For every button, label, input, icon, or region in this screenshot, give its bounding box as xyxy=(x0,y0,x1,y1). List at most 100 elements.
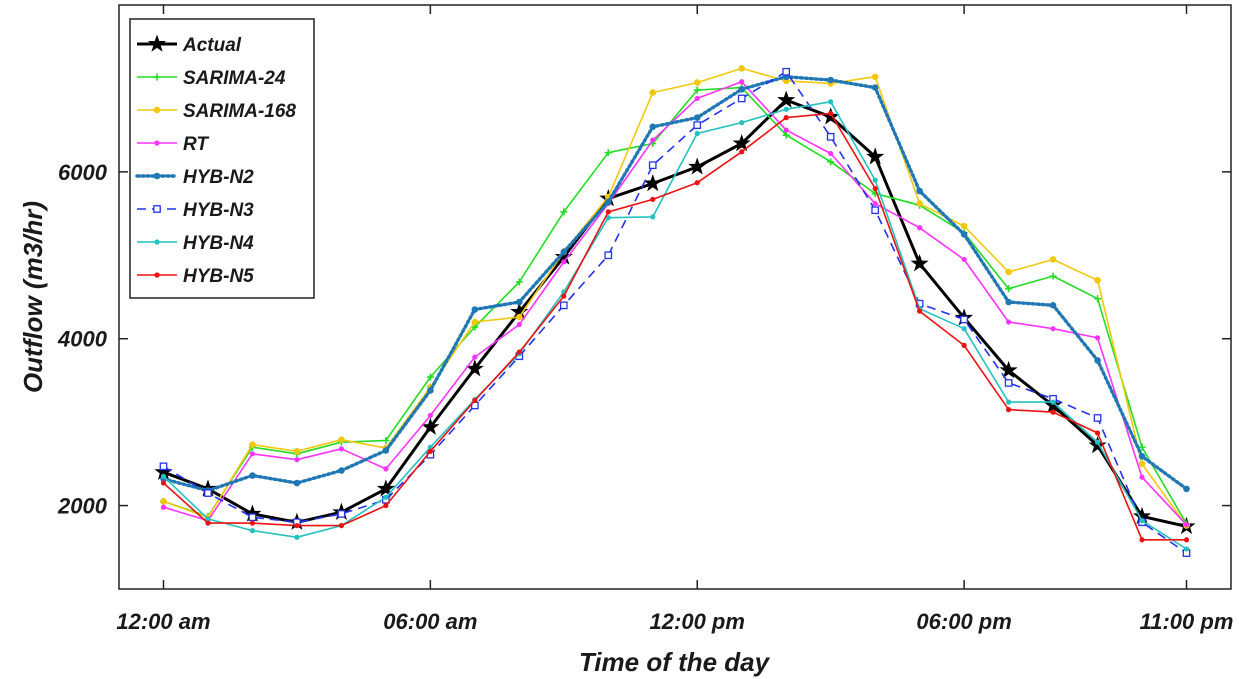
x-tick-label: 06:00 am xyxy=(383,609,477,634)
data-point xyxy=(604,149,612,157)
data-point xyxy=(515,278,523,286)
legend-item: HYB-N3 xyxy=(137,200,254,221)
data-point xyxy=(648,161,657,170)
data-point xyxy=(866,147,885,165)
data-point xyxy=(694,180,700,186)
data-point xyxy=(1050,326,1056,332)
data-point xyxy=(872,185,878,192)
data-point xyxy=(871,84,879,91)
data-point xyxy=(871,73,879,81)
data-point xyxy=(205,520,211,526)
data-point xyxy=(739,120,745,126)
data-point xyxy=(1094,335,1101,341)
data-point xyxy=(427,448,433,454)
data-point xyxy=(294,534,300,540)
data-point xyxy=(1094,439,1101,445)
data-point xyxy=(516,298,523,306)
x-tick-label: 12:00 am xyxy=(116,609,210,634)
data-point xyxy=(961,256,967,263)
legend-item: SARIMA-24 xyxy=(137,68,286,89)
data-point xyxy=(916,200,923,207)
data-point xyxy=(471,318,479,326)
data-point xyxy=(826,132,835,141)
legend-marker xyxy=(154,140,160,146)
data-point xyxy=(516,349,522,355)
data-point xyxy=(1006,399,1012,405)
data-point xyxy=(561,259,567,265)
data-point xyxy=(694,130,700,137)
data-point xyxy=(1005,298,1012,306)
data-point xyxy=(559,301,568,310)
series-hyb-n2 xyxy=(160,73,1190,494)
legend-marker xyxy=(153,106,161,114)
data-point xyxy=(693,114,701,121)
data-point xyxy=(1094,295,1102,303)
y-axis-label: Outflow (m3/hr) xyxy=(18,201,48,393)
legend-marker xyxy=(153,172,161,180)
legend-marker xyxy=(153,73,161,81)
series-line xyxy=(162,112,1187,541)
data-point xyxy=(961,326,967,332)
data-point xyxy=(605,215,611,221)
legend: Actual SARIMA-24 SARIMA-168 RT HYB-N2 HYB-N3 H… xyxy=(129,18,315,299)
data-point xyxy=(643,173,662,192)
data-point xyxy=(1004,379,1013,387)
legend-marker xyxy=(154,272,160,278)
data-point xyxy=(338,436,345,443)
data-point xyxy=(916,187,923,195)
data-point xyxy=(249,528,256,534)
data-point xyxy=(421,417,440,435)
data-point xyxy=(783,127,789,133)
data-point xyxy=(1139,517,1145,524)
series-line xyxy=(163,70,1187,554)
data-point xyxy=(561,293,567,299)
data-point xyxy=(382,447,390,454)
data-point xyxy=(688,157,707,175)
data-point xyxy=(828,110,834,117)
data-point xyxy=(376,479,395,497)
data-point xyxy=(1138,460,1146,468)
series-line xyxy=(163,86,1188,525)
data-point xyxy=(782,131,790,139)
data-point xyxy=(427,444,433,450)
data-point xyxy=(650,137,656,143)
legend-label: SARIMA-24 xyxy=(183,68,286,89)
data-point xyxy=(1139,537,1145,543)
data-point xyxy=(693,79,701,86)
data-point xyxy=(783,106,789,112)
legend-item: HYB-N4 xyxy=(137,233,254,254)
data-point xyxy=(604,251,613,260)
data-point xyxy=(204,489,212,497)
data-point xyxy=(1049,302,1057,309)
data-point xyxy=(293,448,301,455)
data-point xyxy=(732,133,751,152)
data-point xyxy=(1094,357,1101,364)
data-point xyxy=(249,451,256,457)
data-point xyxy=(777,90,796,108)
data-point xyxy=(649,123,657,131)
data-point xyxy=(160,473,167,479)
legend-item: SARIMA-168 xyxy=(137,101,296,122)
data-point xyxy=(1050,409,1056,415)
data-point xyxy=(427,412,433,419)
data-point xyxy=(828,99,834,105)
x-tick-label: 12:00 pm xyxy=(650,609,745,634)
data-point xyxy=(465,359,484,377)
legend-marker xyxy=(147,34,167,52)
series-layer xyxy=(154,65,1196,557)
x-axis-label: Time of the day xyxy=(579,647,771,677)
x-tick-label: 06:00 pm xyxy=(916,609,1011,634)
y-tick-label: 4000 xyxy=(57,327,108,352)
data-point xyxy=(1005,285,1013,293)
series-line xyxy=(163,81,1188,526)
legend-label: Actual xyxy=(182,35,242,56)
data-point xyxy=(160,504,167,510)
data-point xyxy=(1183,546,1190,552)
data-point xyxy=(383,466,389,472)
data-point xyxy=(649,89,657,96)
data-point xyxy=(828,150,834,157)
data-point xyxy=(249,472,256,479)
data-point xyxy=(871,206,880,215)
data-point xyxy=(383,494,389,500)
